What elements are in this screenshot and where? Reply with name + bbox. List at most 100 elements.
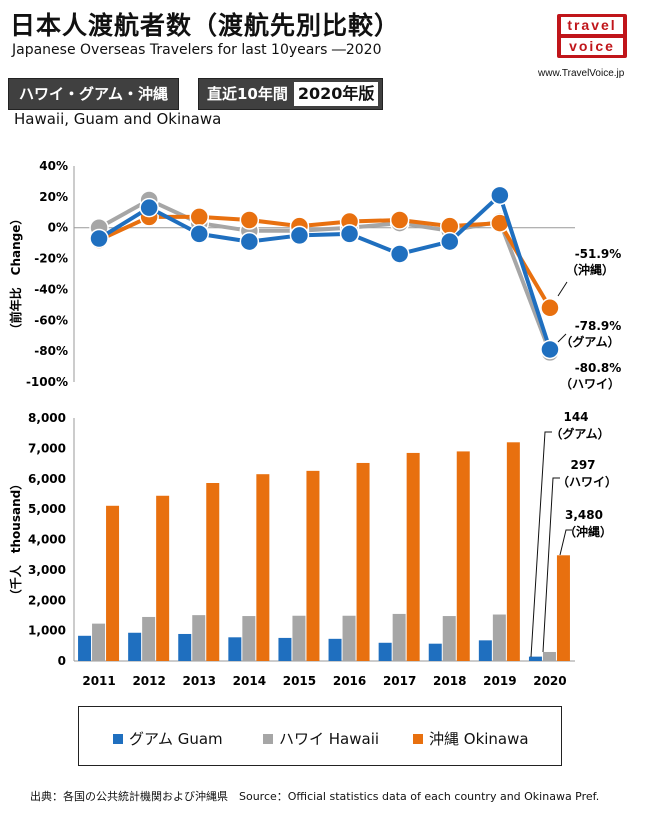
bar-1-8 [492, 614, 506, 661]
source-note: 出典：各国の公共統計機関および沖縄県 Source：Official stati… [30, 790, 600, 803]
line-annotation-leader [557, 333, 567, 343]
chart-canvas: 40% 20% 0% -20% -40% -60% -80% -100% （前年比 Change… [8, 159, 622, 688]
bar-chart-y-tick: 4,000 [28, 533, 66, 547]
line-point [89, 228, 109, 249]
bar-0-7 [428, 643, 442, 661]
line-point [389, 210, 410, 230]
line-annotation-value: -78.9% [575, 319, 622, 333]
line-point [490, 185, 510, 206]
line-series-1 [98, 214, 552, 309]
bar-chart-y-tick: 6,000 [28, 472, 66, 486]
website-url: www.TravelVoice.jp [538, 68, 625, 79]
logo-text-travel: travel [561, 17, 623, 34]
logo-text-voice: voice [561, 38, 623, 55]
bar-chart-travelers: 0 1,000 2,000 3,000 4,000 5,000 6,000 7,000 8,00… [8, 410, 617, 688]
x-tick-label: 2020 [533, 674, 566, 688]
period-badge-label: 直近10年間 [207, 85, 288, 103]
bar-2-5 [356, 462, 370, 661]
line-point [289, 225, 310, 246]
line-chart-y-tick: -40% [34, 282, 68, 296]
line-chart-y-label: （前年比 Change） [8, 213, 23, 336]
x-tick-label: 2012 [132, 674, 165, 688]
bar-0-9 [528, 656, 542, 661]
line-annotation-leader [557, 281, 568, 297]
line-point [189, 207, 209, 227]
bar-annotation-label: （ハワイ） [557, 474, 617, 489]
line-chart-y-tick: -20% [34, 252, 68, 266]
bar-1-9 [542, 651, 556, 661]
bar-1-3 [242, 616, 256, 661]
bar-0-8 [478, 640, 492, 661]
x-tick-label: 2011 [82, 674, 115, 688]
x-tick-label: 2013 [183, 674, 216, 688]
region-english-label: Hawaii, Guam and Okinawa [14, 110, 222, 128]
line-point [389, 244, 410, 264]
bar-annotation-label: （沖縄） [564, 524, 612, 539]
bar-annotation-value: 297 [570, 458, 595, 472]
legend-swatch-okinawa [413, 734, 423, 744]
bar-2-1 [156, 495, 170, 661]
line-point [540, 339, 560, 360]
bar-1-5 [342, 615, 356, 661]
bar-annotation-value: 144 [563, 410, 588, 424]
page-title: 日本人渡航者数（渡航先別比較） [10, 11, 401, 40]
x-tick-label: 2018 [433, 674, 466, 688]
legend-swatch-hawaii [263, 734, 273, 744]
line-annotation-value: -51.9% [575, 247, 622, 261]
x-tick-label: 2019 [483, 674, 516, 688]
bar-annotation-value: 3,480 [565, 508, 603, 522]
line-chart-y-tick: -60% [34, 313, 68, 327]
bar-2-6 [406, 452, 420, 661]
line-chart-y-tick: 20% [39, 190, 68, 204]
legend-label-hawaii: ハワイ Hawaii [279, 730, 380, 748]
legend-item-okinawa: 沖縄 Okinawa [413, 728, 529, 748]
line-point [440, 231, 460, 252]
line-annotation-label: （グアム） [560, 334, 619, 349]
bar-annotation-leader [542, 477, 560, 653]
legend-swatch-guam [113, 734, 123, 744]
bar-2-8 [506, 442, 520, 661]
bar-1-0 [92, 623, 106, 661]
region-badge: ハワイ・グアム・沖縄 [8, 78, 179, 110]
line-point [239, 231, 260, 252]
line-chart-y-tick: -100% [26, 375, 68, 389]
bar-1-2 [192, 615, 206, 661]
line-annotation-label: （沖縄） [566, 262, 614, 277]
bar-1-7 [442, 616, 456, 661]
bar-0-1 [128, 632, 142, 661]
line-chart-y-tick: 40% [39, 159, 68, 173]
line-point [189, 224, 209, 244]
line-annotation-value: -80.8% [575, 361, 622, 375]
page-subtitle: Japanese Overseas Travelers for last 10y… [12, 42, 382, 58]
edition-badge: 2020年版 [293, 82, 379, 106]
bar-0-5 [328, 638, 342, 661]
legend-label-guam: グアム Guam [129, 730, 223, 748]
x-tick-label: 2014 [233, 674, 266, 688]
line-point [239, 210, 260, 230]
bar-chart-y-tick: 3,000 [28, 563, 66, 577]
bar-0-4 [278, 637, 292, 661]
bar-annotation-label: （グアム） [550, 426, 609, 441]
travelvoice-logo: travel voice [557, 14, 627, 58]
bar-2-4 [306, 470, 320, 661]
bar-chart-y-label: （千人 thousand） [8, 478, 23, 601]
line-point [139, 197, 159, 218]
bar-chart-y-tick: 1,000 [28, 624, 66, 638]
legend-label-okinawa: 沖縄 Okinawa [429, 730, 529, 748]
legend-item-hawaii: ハワイ Hawaii [263, 728, 379, 748]
line-point [540, 298, 560, 318]
legend-item-guam: グアム Guam [113, 728, 223, 748]
bar-chart-y-tick: 7,000 [28, 441, 66, 455]
bar-2-9 [556, 555, 570, 661]
bar-1-6 [392, 613, 406, 661]
bar-1-1 [142, 616, 156, 661]
x-tick-label: 2016 [333, 674, 366, 688]
line-series-2 [98, 193, 552, 351]
line-chart-y-tick: 0% [48, 221, 68, 235]
bar-0-3 [228, 637, 242, 661]
x-tick-label: 2015 [283, 674, 316, 688]
bar-2-2 [206, 483, 220, 661]
bar-chart-y-tick: 8,000 [28, 411, 66, 425]
bar-chart-y-tick: 2,000 [28, 593, 66, 607]
bar-0-6 [378, 642, 392, 661]
